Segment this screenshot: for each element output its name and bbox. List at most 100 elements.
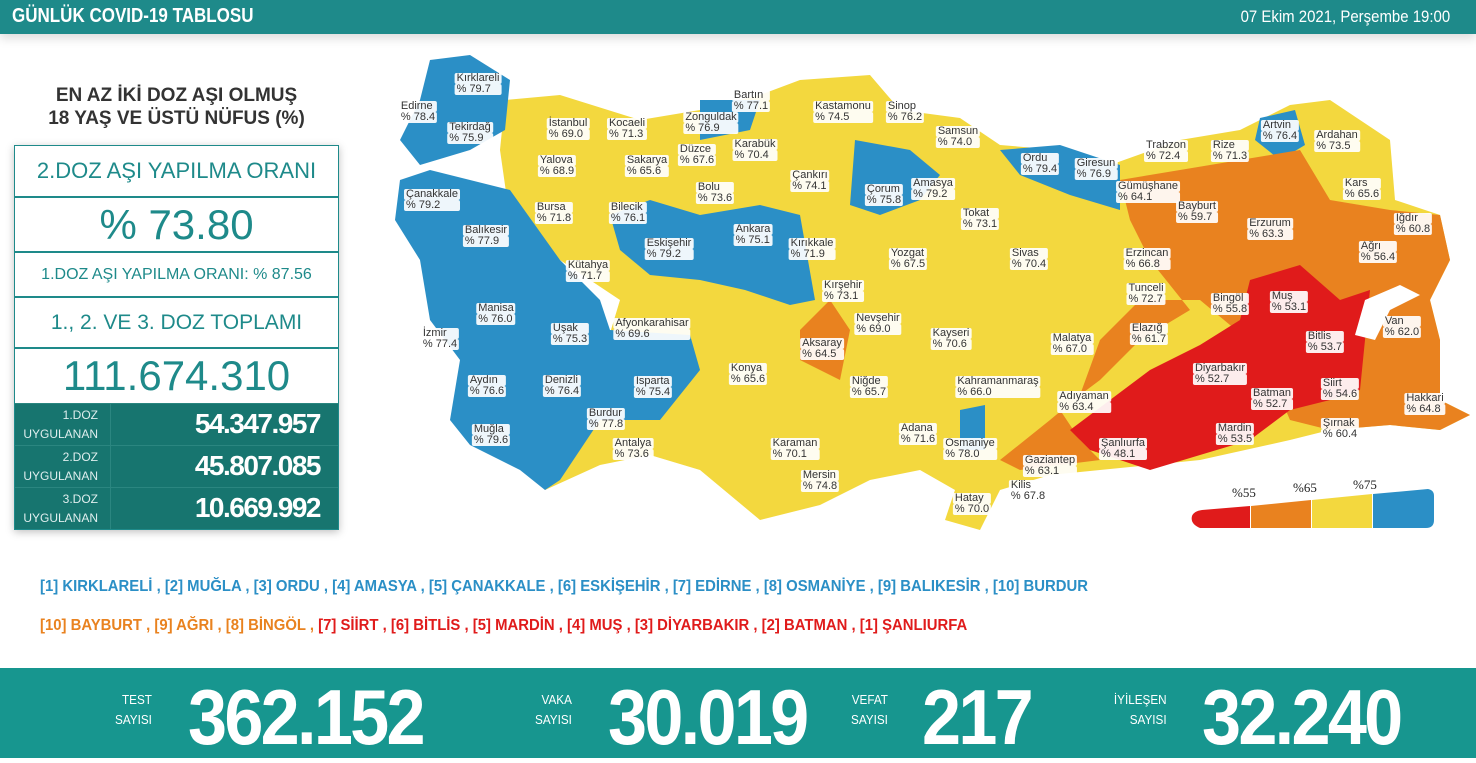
- province-value: % 69.6: [613, 329, 691, 340]
- province-name: Tokat: [960, 208, 1000, 219]
- province-value: % 75.9: [447, 133, 493, 144]
- rank-province: ÇANAKKALE: [451, 578, 546, 595]
- rank-province: KIRKLARELİ: [62, 578, 153, 595]
- ranking-item: [2] MUĞLA ,: [164, 578, 254, 595]
- province-label: Denizli% 76.4: [542, 375, 582, 397]
- province-name: Gümüşhane: [1116, 180, 1180, 192]
- province-label: Düzce% 67.6: [677, 144, 717, 166]
- province-value: % 66.0: [955, 387, 1041, 398]
- province-name: Bursa: [534, 202, 574, 213]
- dose-value: 54.347.957: [194, 408, 322, 439]
- province-value: % 71.6: [898, 433, 938, 445]
- province-label: Isparta% 75.4: [633, 376, 673, 398]
- rank-province: EDİRNE: [695, 578, 752, 595]
- lake-van: [1355, 285, 1420, 340]
- province-value: % 76.4: [1260, 130, 1300, 142]
- rank-province: AMASYA: [353, 578, 417, 595]
- province-value: % 79.2: [644, 249, 694, 260]
- province-label: Manisa% 76.0: [476, 303, 516, 325]
- top-ranking-list: [1] KIRKLARELİ , [2] MUĞLA , [3] ORDU , …: [40, 578, 1088, 596]
- ranking-item: [9] AĞRI ,: [154, 617, 226, 634]
- province-name: Nevşehir: [854, 312, 902, 324]
- province-label: Kırıkkale% 71.9: [788, 237, 836, 260]
- province-label: Ankara% 75.1: [733, 223, 773, 246]
- province-name: Artvin: [1260, 120, 1300, 131]
- province-name: Kahramanmaraş: [955, 375, 1041, 387]
- label: SAYISI: [851, 712, 888, 727]
- province-name: Kırıkkale: [788, 237, 836, 249]
- province-label: Sakarya% 65.6: [624, 155, 670, 177]
- province-value: % 70.4: [1009, 258, 1049, 270]
- province-value: % 72.7: [1126, 294, 1166, 305]
- rank-number: [10]: [40, 617, 67, 634]
- province-label: Karaman% 70.1: [770, 438, 820, 460]
- province-label: Bursa% 71.8: [534, 202, 574, 224]
- province-value: % 71.3: [606, 129, 648, 140]
- total-doses-value: 111.674.310: [15, 349, 338, 403]
- province-name: Çorum: [864, 184, 904, 195]
- panel-title-line2: 18 YAŞ VE ÜSTÜ NÜFUS (%): [48, 108, 305, 129]
- bottom-ranking-list: [10] BAYBURT , [9] AĞRI , [8] BİNGÖL , […: [40, 617, 967, 635]
- province-name: Ankara: [733, 223, 773, 235]
- legend-threshold: %75: [1353, 477, 1377, 492]
- ranking-item: [6] BİTLİS ,: [390, 617, 473, 634]
- turkey-vaccination-map: Kırklareli% 79.7 Edirne% 78.4 Tekirdağ% 75…: [360, 40, 1476, 550]
- legend-threshold: %55: [1232, 485, 1256, 500]
- dose-value: 10.669.992: [194, 492, 322, 523]
- province-name: Aksaray: [800, 337, 844, 349]
- dose-row: 3.DOZ UYGULANAN 10.669.992: [15, 487, 338, 529]
- province-name: Afyonkarahisar: [613, 317, 691, 329]
- legend-scale: [1191, 489, 1434, 528]
- label: SAYISI: [115, 712, 152, 727]
- dose-row-label: 3.DOZ UYGULANAN: [15, 488, 111, 529]
- province-label: Siirt% 54.6: [1320, 378, 1360, 400]
- province-value: % 53.5: [1215, 433, 1255, 445]
- province-label: Konya% 65.6: [728, 363, 768, 385]
- rank-province: ŞANLIURFA: [882, 617, 968, 634]
- province-name: Zonguldak: [683, 111, 739, 123]
- dose2-rate-label: 2.DOZ AŞI YAPILMA ORANI: [15, 146, 338, 198]
- ranking-item: [10] BURDUR: [993, 578, 1088, 595]
- province-name: Kars: [1342, 178, 1382, 189]
- province-name: Şanlıurfa: [1098, 437, 1148, 449]
- dose-row-label: 2.DOZ UYGULANAN: [15, 446, 111, 487]
- province-value: % 77.1: [731, 100, 771, 112]
- province-label: Bilecik% 76.1: [608, 202, 648, 224]
- province-value: % 79.6: [471, 434, 511, 446]
- province-label: Iğdır% 60.8: [1393, 213, 1433, 235]
- rank-number: [2]: [761, 617, 780, 634]
- death-count: 217: [922, 673, 1034, 761]
- province-value: % 64.1: [1116, 192, 1180, 203]
- rank-number: [9]: [877, 578, 897, 595]
- rank-province: DİYARBAKIR: [657, 617, 750, 634]
- province-value: % 64.8: [1404, 404, 1446, 415]
- province-name: Edirne: [398, 101, 438, 112]
- ranking-item: [7] EDİRNE ,: [672, 578, 764, 595]
- province-label: Aydın% 76.6: [467, 375, 507, 397]
- province-value: % 76.4: [542, 385, 582, 397]
- dose-label-sub: UYGULANAN: [23, 427, 98, 441]
- province-value: % 70.0: [952, 503, 992, 515]
- rank-province: BİNGÖL: [248, 617, 306, 634]
- province-value: % 79.2: [911, 189, 955, 200]
- province-name: Muğla: [471, 424, 511, 435]
- province-value: % 68.9: [537, 165, 577, 177]
- ranking-item: [9] BALIKESİR ,: [877, 578, 993, 595]
- province-value: % 72.4: [1144, 151, 1188, 162]
- province-label: Giresun% 76.9: [1074, 158, 1118, 180]
- province-label: Edirne% 78.4: [398, 101, 438, 123]
- province-label: Gaziantep% 63.1: [1022, 455, 1078, 477]
- province-value: % 76.6: [467, 385, 507, 397]
- province-value: % 61.7: [1129, 333, 1169, 345]
- province-value: % 73.1: [960, 218, 1000, 230]
- province-value: % 77.8: [586, 418, 626, 430]
- province-value: % 67.5: [888, 258, 928, 270]
- ranking-item: [2] BATMAN ,: [761, 617, 860, 634]
- legend-threshold: %65: [1293, 480, 1317, 495]
- province-label: Nevşehir% 69.0: [854, 312, 902, 335]
- province-value: % 76.9: [1074, 169, 1118, 180]
- province-name: Denizli: [542, 375, 582, 386]
- province-label: Malatya% 67.0: [1050, 333, 1094, 355]
- ranking-item: [1] KIRKLARELİ ,: [40, 578, 165, 595]
- province-label: Eskişehir% 79.2: [644, 238, 694, 260]
